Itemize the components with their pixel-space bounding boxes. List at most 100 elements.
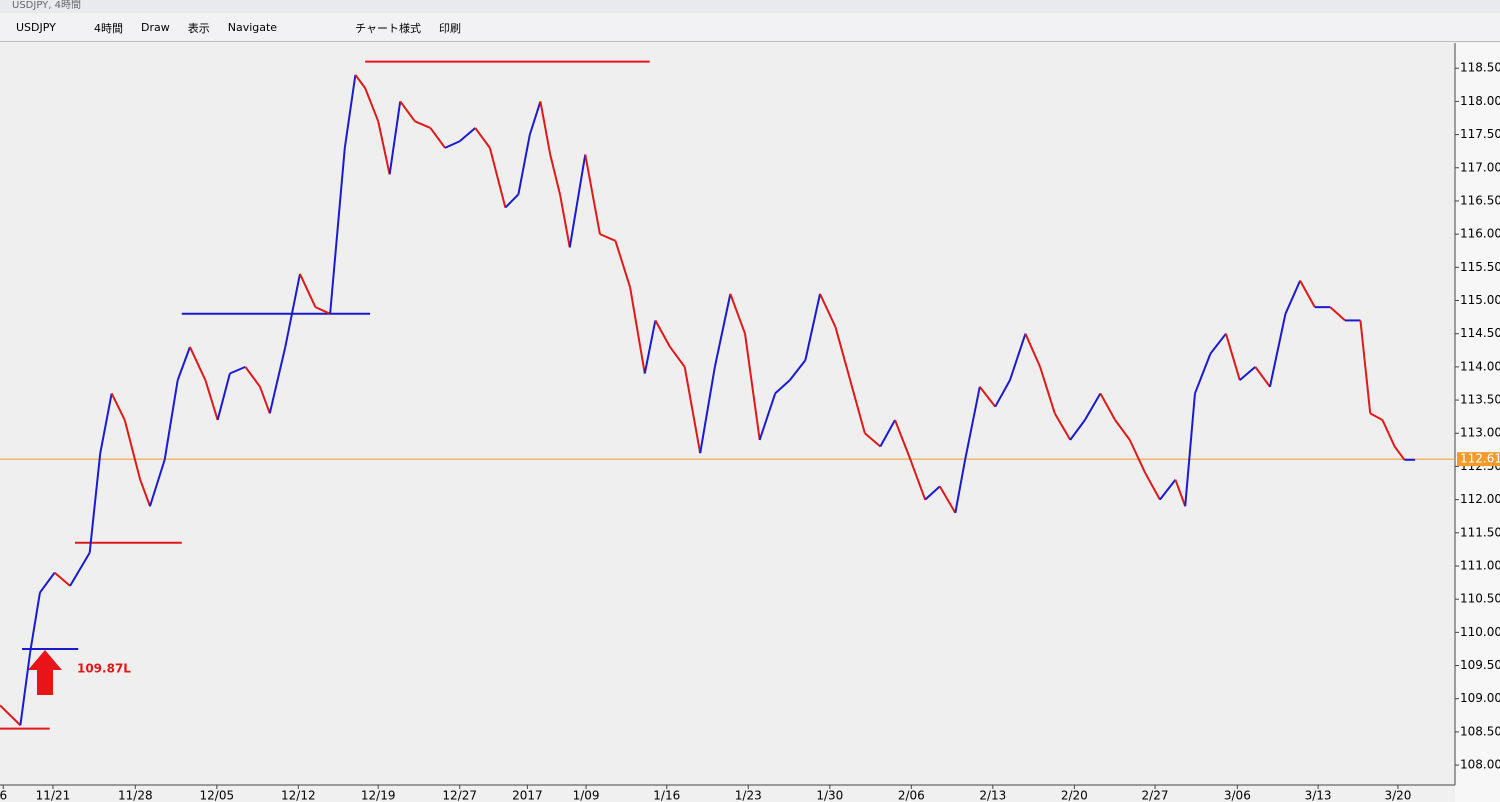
price-segment [683, 366, 702, 454]
price-segment [1144, 472, 1161, 501]
x-tick-label: 3/06 [1224, 789, 1251, 802]
buy-arrow [28, 650, 62, 695]
price-segment [1084, 392, 1102, 421]
price-segment [1284, 280, 1302, 315]
price-segment [1268, 313, 1287, 387]
price-segment [938, 485, 957, 514]
price-segment [1393, 445, 1406, 461]
price-segment [399, 100, 416, 122]
price-segment [539, 101, 552, 155]
navigate-menu[interactable]: Navigate [227, 21, 278, 34]
price-segment [964, 386, 981, 460]
symbol-select[interactable]: USDJPY [16, 21, 56, 34]
price-segment [1254, 366, 1271, 388]
title-bar: USDJPY, 4時間 [0, 0, 1500, 13]
price-segment [244, 366, 261, 388]
price-segment [329, 147, 346, 314]
price-segment [163, 379, 179, 460]
y-tick-label: 117.00 [1460, 160, 1500, 174]
price-segment [39, 572, 56, 594]
toolbar: USDJPY 4時間 Draw 表示 Navigate チャート様式 印刷 [0, 14, 1500, 42]
x-tick-label: 2/20 [1061, 789, 1088, 802]
price-segment [53, 571, 71, 587]
price-segment [19, 652, 32, 726]
price-segment [149, 459, 166, 507]
price-segment [315, 306, 331, 315]
price-segment [729, 293, 746, 335]
y-tick-label: 110.00 [1460, 625, 1500, 639]
price-segment [1359, 320, 1372, 414]
x-tick-label: 2/06 [898, 789, 925, 802]
price-segment [459, 127, 476, 142]
price-segment [1239, 366, 1256, 381]
price-segment [654, 319, 671, 348]
price-segment [189, 346, 207, 381]
price-segment [699, 366, 716, 454]
price-segment [1174, 479, 1187, 507]
price-segment [849, 379, 866, 434]
price-segment [1114, 419, 1131, 441]
price-segment [1053, 412, 1072, 441]
annotation: 109.87L [77, 661, 131, 675]
price-segment [0, 704, 22, 726]
x-tick-label: 12/12 [281, 789, 316, 802]
price-segment [216, 373, 231, 421]
price-segment [559, 194, 571, 248]
price-segment [474, 127, 491, 149]
x-tick-label: 1/23 [735, 789, 762, 802]
y-tick-label: 111.50 [1460, 525, 1500, 539]
x-tick-label: 3/20 [1384, 789, 1411, 802]
print-menu[interactable]: 印刷 [438, 21, 461, 35]
current-price-box [1457, 452, 1500, 467]
x-tick-label: 11/28 [118, 789, 153, 802]
y-tick-label: 113.50 [1460, 393, 1500, 407]
price-segment [1329, 306, 1346, 322]
price-segment [354, 74, 366, 89]
y-tick-label: 110.50 [1460, 592, 1500, 606]
draw-menu[interactable]: Draw [141, 21, 170, 34]
x-tick-label: 2017 [512, 789, 543, 802]
price-segment [1099, 392, 1116, 421]
price-segment [1008, 333, 1027, 381]
x-tick-label: 12/27 [442, 789, 477, 802]
price-segment [1024, 333, 1042, 368]
price-segment [268, 346, 287, 414]
plot-area [0, 43, 1455, 785]
price-segment [377, 121, 391, 175]
view-menu[interactable]: 表示 [187, 21, 210, 35]
price-segment [629, 287, 646, 374]
price-segment [504, 193, 520, 209]
y-tick-label: 108.50 [1460, 724, 1500, 738]
price-segment [1159, 479, 1177, 501]
price-segment [123, 419, 142, 480]
price-segment [994, 379, 1011, 408]
y-tick-label: 114.50 [1460, 326, 1500, 340]
price-segment [804, 293, 821, 361]
price-segment [259, 386, 271, 414]
price-segment [549, 154, 561, 195]
timeframe-select[interactable]: 4時間 [94, 21, 123, 35]
x-tick-label: 1/09 [573, 789, 600, 802]
chart-style-menu[interactable]: チャート様式 [355, 21, 421, 35]
price-axis [1455, 43, 1500, 802]
y-tick-label: 116.50 [1460, 193, 1500, 207]
price-segment [284, 273, 301, 348]
price-segment [488, 147, 507, 208]
price-segment [744, 333, 761, 441]
price-segment [176, 346, 191, 381]
price-segment [139, 479, 151, 507]
y-tick-label: 118.00 [1460, 94, 1500, 108]
y-tick-label: 108.00 [1460, 758, 1500, 772]
price-segment [819, 293, 837, 328]
price-segment [1224, 333, 1241, 381]
price-segment [1039, 366, 1056, 414]
price-segment [343, 74, 357, 149]
price-segment [879, 419, 896, 448]
y-tick-label: 114.00 [1460, 359, 1500, 373]
price-segment [758, 393, 777, 441]
price-segment [388, 101, 402, 175]
price-segment [954, 459, 967, 514]
price-segment [299, 273, 317, 308]
y-tick-label: 113.00 [1460, 426, 1500, 440]
price-segment [110, 392, 126, 421]
